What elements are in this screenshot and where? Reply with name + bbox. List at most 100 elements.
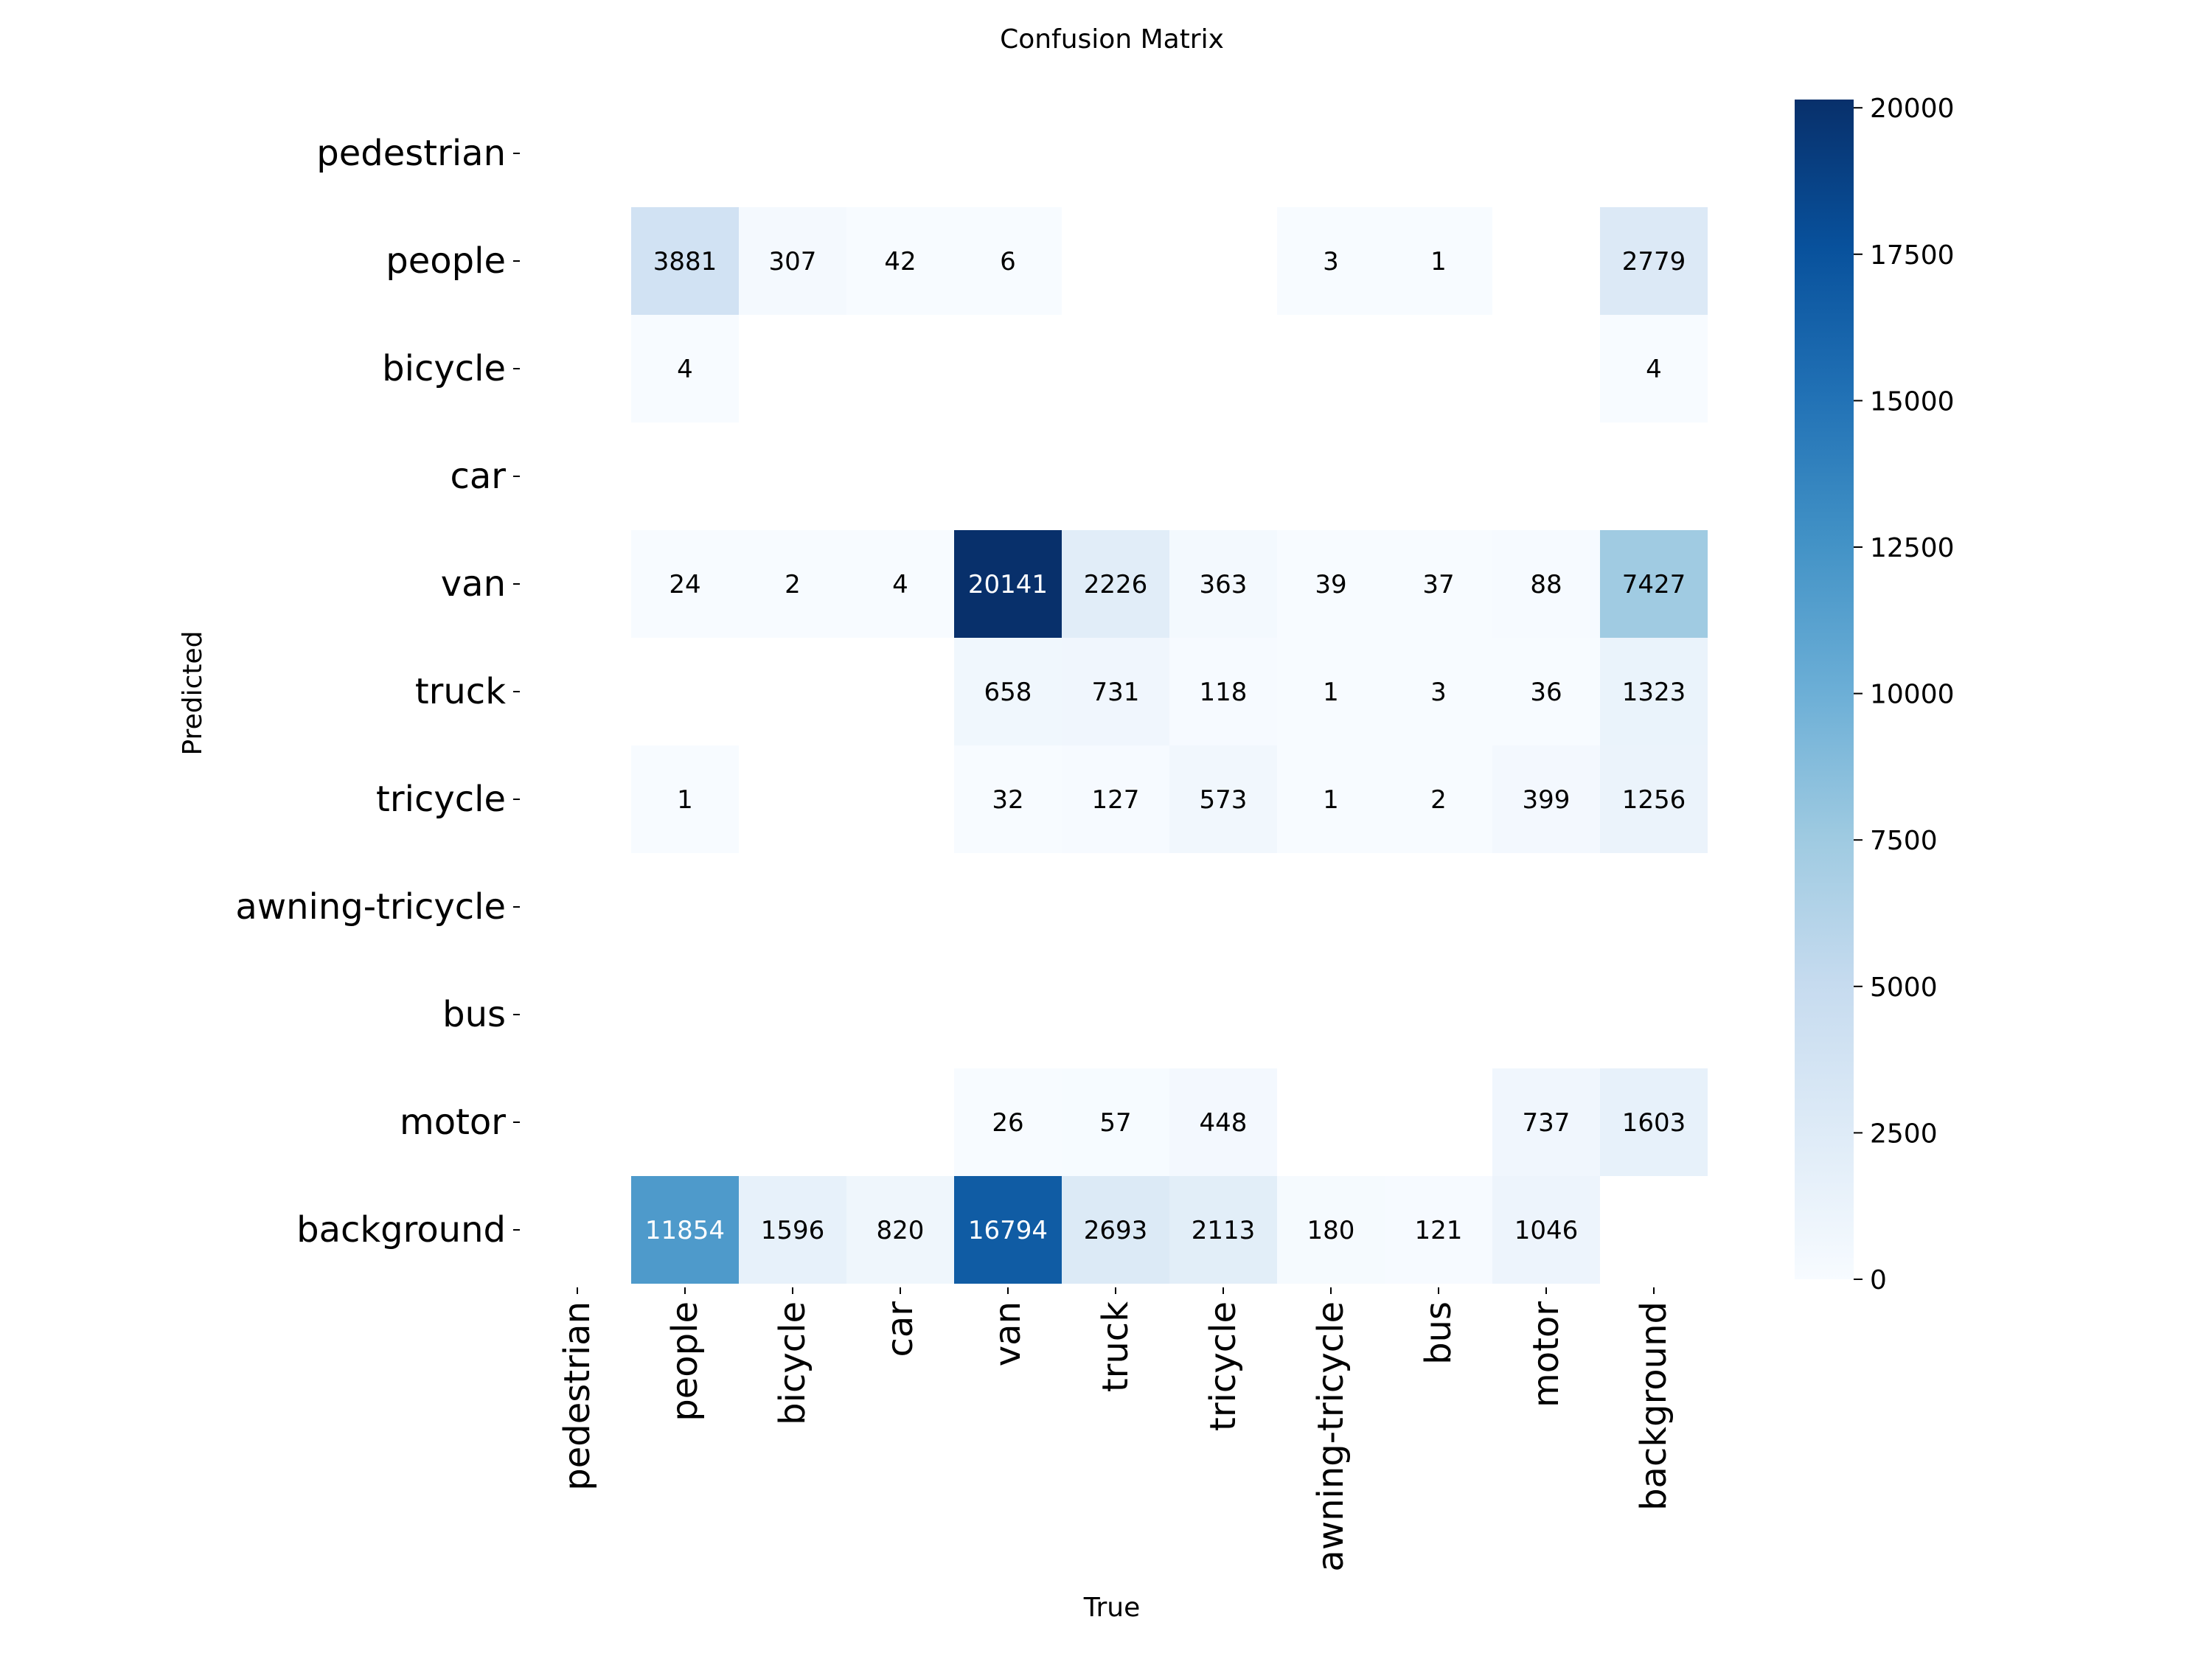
heatmap-cell bbox=[739, 207, 846, 315]
cell-value-label: 118 bbox=[1200, 678, 1248, 707]
colorbar-tick-label: 7500 bbox=[1870, 826, 1938, 856]
cell-value-label: 127 bbox=[1092, 785, 1140, 815]
cell-value-label: 3881 bbox=[653, 247, 717, 276]
x-axis-label: True bbox=[1083, 1593, 1140, 1623]
heatmap-cell bbox=[1600, 745, 1708, 853]
y-tick-label: pedestrian bbox=[316, 133, 506, 174]
cell-value-label: 1323 bbox=[1622, 678, 1686, 707]
heatmap-cell bbox=[1277, 1176, 1385, 1284]
heatmap-cell bbox=[1600, 1068, 1708, 1176]
heatmap-cell bbox=[1169, 1176, 1277, 1284]
cell-value-label: 39 bbox=[1315, 570, 1346, 599]
cell-value-label: 121 bbox=[1415, 1216, 1463, 1245]
cell-value-label: 37 bbox=[1422, 570, 1454, 599]
colorbar-tick-label: 12500 bbox=[1870, 533, 1955, 563]
y-tick-label: truck bbox=[415, 671, 506, 712]
heatmap-cell bbox=[954, 530, 1062, 638]
cell-value-label: 4 bbox=[1646, 355, 1662, 384]
heatmap-cell bbox=[739, 530, 846, 638]
colorbar-tick-label: 10000 bbox=[1870, 680, 1955, 710]
heatmap-cell bbox=[631, 1176, 739, 1284]
x-tick-label: background bbox=[1633, 1301, 1674, 1511]
heatmap-cell bbox=[1385, 207, 1492, 315]
cell-value-label: 1 bbox=[1430, 247, 1447, 276]
heatmap-cell bbox=[1385, 745, 1492, 853]
cell-value-label: 1 bbox=[677, 785, 693, 815]
heatmap-cell bbox=[1062, 638, 1169, 745]
cell-value-label: 11854 bbox=[645, 1216, 725, 1245]
heatmap-cell bbox=[1169, 638, 1277, 745]
colorbar-tick-label: 2500 bbox=[1870, 1119, 1938, 1149]
heatmap-cell bbox=[631, 745, 739, 853]
cell-value-label: 363 bbox=[1200, 570, 1248, 599]
cell-value-label: 180 bbox=[1307, 1216, 1355, 1245]
heatmap-cell bbox=[1062, 1068, 1169, 1176]
heatmap-cell bbox=[631, 207, 739, 315]
heatmap-cell bbox=[1277, 745, 1385, 853]
cell-value-label: 20141 bbox=[968, 570, 1048, 599]
heatmap-cell bbox=[1492, 745, 1600, 853]
cell-value-label: 4 bbox=[677, 355, 693, 384]
y-tick-label: awning-tricycle bbox=[235, 886, 506, 928]
x-tick-label: bus bbox=[1418, 1301, 1459, 1365]
colorbar-tick-label: 5000 bbox=[1870, 973, 1938, 1003]
cell-value-label: 2113 bbox=[1192, 1216, 1256, 1245]
cell-value-label: 1596 bbox=[761, 1216, 825, 1245]
heatmap-cell bbox=[1600, 315, 1708, 422]
cell-value-label: 88 bbox=[1530, 570, 1562, 599]
cell-value-label: 2693 bbox=[1084, 1216, 1148, 1245]
cell-value-label: 2779 bbox=[1622, 247, 1686, 276]
cell-value-label: 1603 bbox=[1622, 1108, 1686, 1138]
cell-value-label: 2226 bbox=[1084, 570, 1148, 599]
heatmap-cell bbox=[1062, 530, 1169, 638]
y-tick-label: bus bbox=[442, 994, 506, 1035]
heatmap-cell bbox=[954, 638, 1062, 745]
cell-value-label: 7427 bbox=[1622, 570, 1686, 599]
colorbar-ticks: 0 2500 5000 7500 10000 12500 15000 17500 20000 bbox=[1854, 94, 1955, 1295]
cell-value-label: 820 bbox=[877, 1216, 925, 1245]
cell-value-label: 1 bbox=[1323, 785, 1339, 815]
heatmap-cell bbox=[954, 1176, 1062, 1284]
heatmap-cell bbox=[631, 530, 739, 638]
heatmap-cell bbox=[1277, 207, 1385, 315]
cell-value-label: 1046 bbox=[1514, 1216, 1579, 1245]
cell-value-label: 1 bbox=[1323, 678, 1339, 707]
heatmap-cell bbox=[846, 530, 954, 638]
colorbar-tick-label: 20000 bbox=[1870, 94, 1955, 124]
cell-value-label: 399 bbox=[1523, 785, 1571, 815]
heatmap-cell bbox=[1062, 1176, 1169, 1284]
heatmap-cells bbox=[631, 207, 1708, 1284]
y-tick-label: motor bbox=[400, 1102, 506, 1143]
cell-value-label: 737 bbox=[1523, 1108, 1571, 1138]
heatmap-cell bbox=[1492, 1068, 1600, 1176]
heatmap-cell bbox=[1062, 745, 1169, 853]
heatmap-cell bbox=[1169, 745, 1277, 853]
x-tick-label: people bbox=[664, 1301, 706, 1422]
heatmap-cell bbox=[631, 315, 739, 422]
x-axis-ticks: pedestrian people bicycle car van truck tricyc… bbox=[557, 1287, 1674, 1572]
heatmap-cell bbox=[954, 745, 1062, 853]
x-tick-label: car bbox=[880, 1301, 921, 1357]
x-tick-label: van bbox=[987, 1301, 1029, 1366]
y-tick-label: bicycle bbox=[382, 348, 506, 389]
heatmap-cell bbox=[1385, 638, 1492, 745]
y-tick-label: people bbox=[386, 240, 506, 282]
heatmap-cell bbox=[846, 1176, 954, 1284]
heatmap-cell bbox=[1492, 530, 1600, 638]
cell-value-label: 32 bbox=[992, 785, 1023, 815]
y-tick-label: tricycle bbox=[376, 779, 506, 820]
heatmap-cell bbox=[1385, 530, 1492, 638]
heatmap-cell bbox=[1492, 638, 1600, 745]
cell-value-label: 16794 bbox=[968, 1216, 1048, 1245]
cell-value-label: 36 bbox=[1530, 678, 1562, 707]
heatmap-cell bbox=[846, 207, 954, 315]
x-tick-label: tricycle bbox=[1203, 1301, 1244, 1431]
cell-value-label: 4 bbox=[892, 570, 908, 599]
colorbar-tick-label: 15000 bbox=[1870, 386, 1955, 417]
x-tick-label: motor bbox=[1526, 1301, 1567, 1408]
heatmap-cell bbox=[1169, 1068, 1277, 1176]
y-axis-ticks: pedestrian people bicycle car van truck tricyc… bbox=[235, 133, 520, 1251]
heatmap-cell bbox=[1277, 530, 1385, 638]
